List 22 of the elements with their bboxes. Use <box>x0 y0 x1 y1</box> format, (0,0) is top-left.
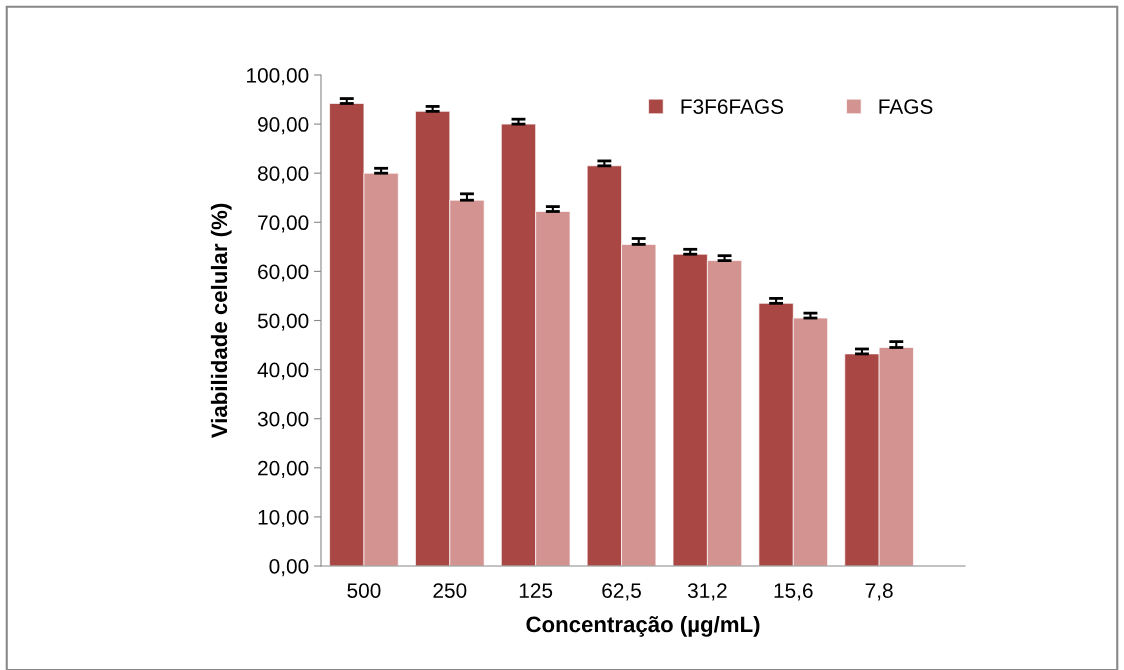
y-tick-label: 30,00 <box>257 411 309 429</box>
y-axis-title: Viabilidade celular (%) <box>210 203 232 439</box>
x-tick-label: 7,8 <box>865 583 893 601</box>
y-tick-label: 70,00 <box>258 215 309 233</box>
y-tick-label: 10,00 <box>258 509 309 528</box>
y-tick-label: 50,00 <box>257 313 309 331</box>
y-tick-label: 60,00 <box>258 264 309 282</box>
legend-label: F3F6FAGS <box>681 99 784 114</box>
y-tick-label: 20,00 <box>258 460 309 479</box>
x-tick-label: 250 <box>433 583 467 598</box>
y-tick-label: 90,00 <box>258 117 309 135</box>
y-tick-label: 80,00 <box>257 166 309 184</box>
x-tick-label: 125 <box>519 583 553 598</box>
x-tick-label: 15,6 <box>774 583 813 601</box>
y-tick-label: 0,00 <box>269 559 309 577</box>
x-tick-label: 62,5 <box>602 583 641 601</box>
x-axis-title: Concentração (µg/mL) <box>526 615 760 637</box>
y-tick-label: 100,00 <box>247 68 309 86</box>
x-tick-label: 31,2 <box>687 583 727 601</box>
legend-label: FAGS <box>879 99 933 114</box>
y-tick-label: 40,00 <box>257 362 309 380</box>
x-tick-label: 500 <box>347 583 381 598</box>
